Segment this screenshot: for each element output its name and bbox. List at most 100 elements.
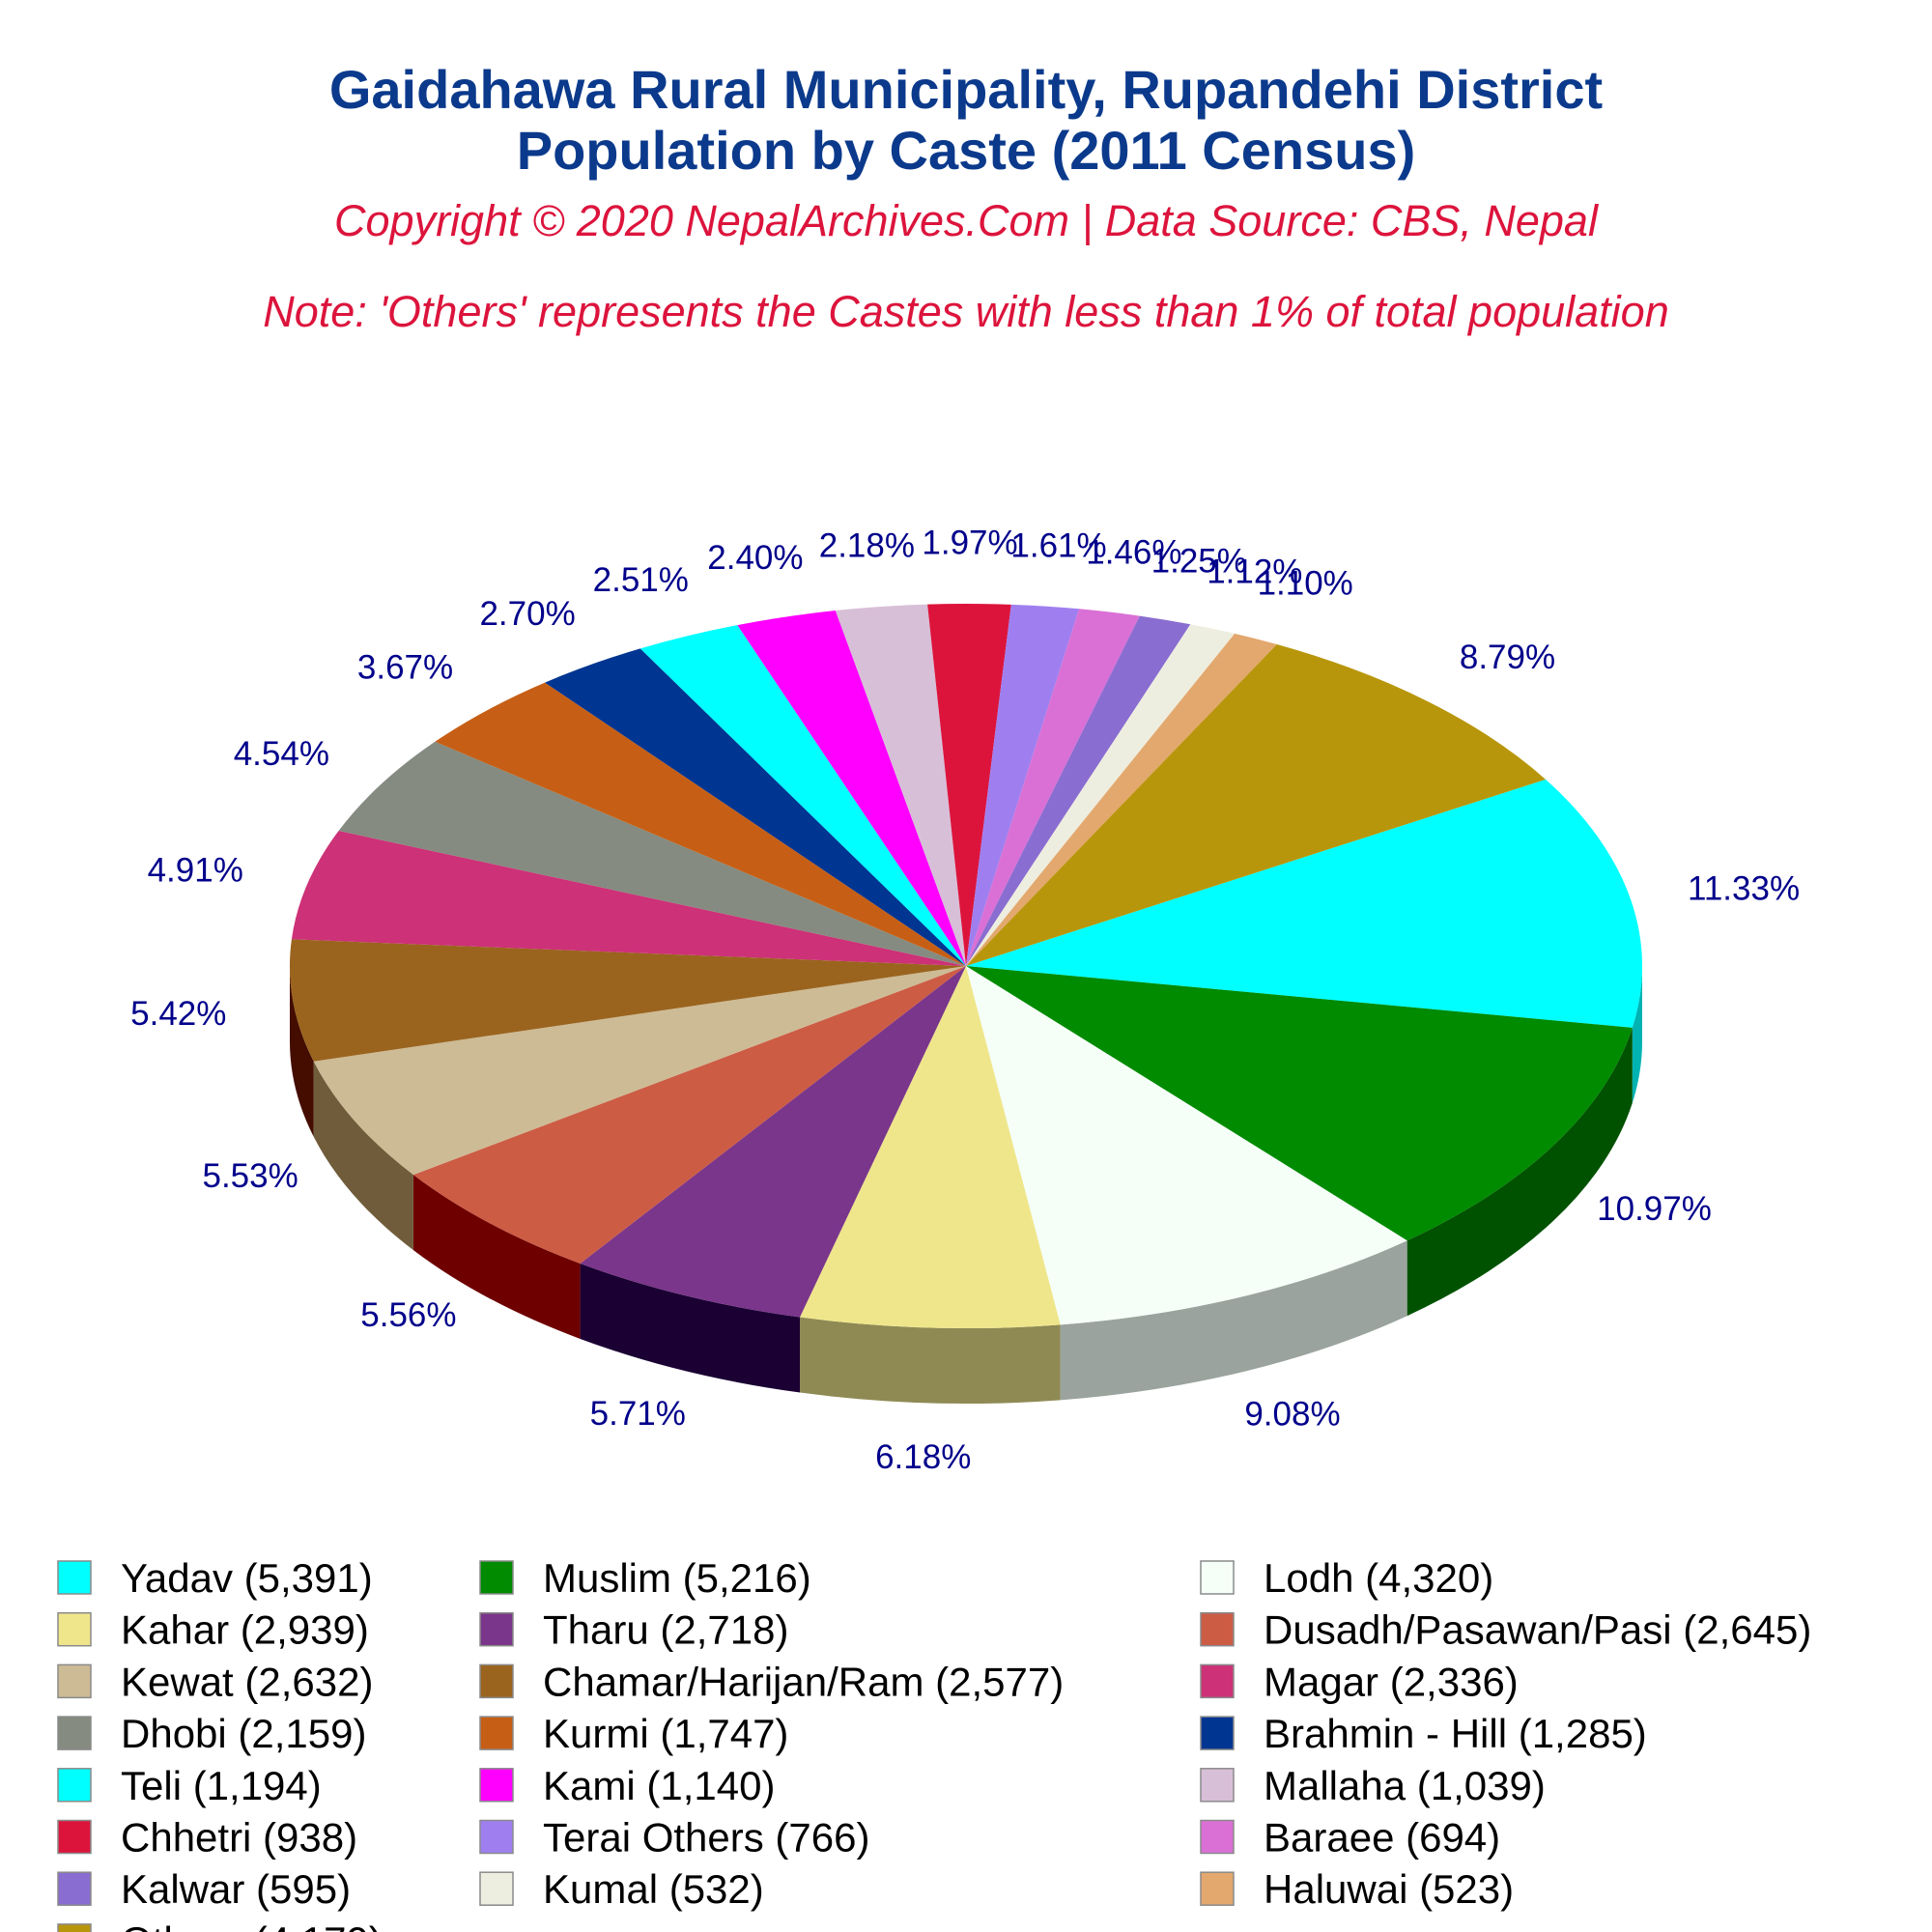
legend-swatch-terai-others: [479, 1819, 514, 1855]
pie-side-muslim: [1406, 1027, 1633, 1317]
pie-slice-brahmin-hill: [545, 648, 966, 966]
pie-slice-tharu: [580, 966, 966, 1318]
legend-label-terai-others: Terai Others (766): [543, 1815, 869, 1861]
pct-label-chhetri: 1.97%: [922, 524, 1017, 561]
legend-label-others: Others (4,179): [121, 1918, 383, 1932]
legend-label-brahmin-hill: Brahmin - Hill (1,285): [1264, 1711, 1647, 1756]
pie-slice-others: [966, 643, 1547, 966]
pie-slice-dhobi: [338, 741, 967, 966]
pie-slice-lodh: [966, 966, 1407, 1325]
pie-slice-haluwai: [966, 633, 1277, 966]
legend-swatch-haluwai: [1200, 1871, 1235, 1906]
legend-label-tharu: Tharu (2,718): [543, 1607, 788, 1653]
legend-swatch-kewat: [57, 1663, 92, 1699]
legend-swatch-kurmi: [479, 1716, 514, 1750]
pct-label-muslim: 10.97%: [1597, 1190, 1712, 1228]
pct-label-kahar: 6.18%: [875, 1438, 971, 1476]
pct-label-kumal: 1.12%: [1207, 554, 1302, 591]
legend-label-lodh: Lodh (4,320): [1264, 1555, 1493, 1601]
pct-label-lodh: 9.08%: [1244, 1396, 1340, 1434]
pie-slice-magar: [291, 831, 966, 966]
legend-swatch-tharu: [479, 1611, 514, 1647]
legend-swatch-yadav: [57, 1560, 92, 1595]
pct-label-terai-others: 1.61%: [1010, 526, 1106, 564]
legend-label-kami: Kami (1,140): [543, 1763, 775, 1808]
pie-slice-dusadh-pasawan-pasi: [412, 966, 966, 1264]
copyright-text: Copyright © 2020 NepalArchives.Com | Dat…: [334, 196, 1600, 245]
pct-label-kewat: 5.53%: [202, 1157, 298, 1195]
legend-label-teli: Teli (1,194): [121, 1763, 322, 1808]
legend-label-baraee: Baraee (694): [1264, 1815, 1500, 1861]
legend-label-kewat: Kewat (2,632): [121, 1659, 373, 1704]
pie-slice-muslim: [966, 966, 1633, 1241]
pct-label-kalwar: 1.25%: [1151, 543, 1247, 581]
pie-slice-teli: [639, 625, 966, 966]
pie-slice-baraee: [966, 609, 1140, 966]
pie-side-chamar-harijan-ram: [290, 966, 314, 1137]
pct-label-magar: 4.91%: [148, 852, 243, 890]
legend-label-chhetri: Chhetri (938): [121, 1815, 357, 1861]
legend: Yadav (5,391) Muslim (5,216) Lodh (4,320) K…: [57, 1555, 1811, 1932]
legend-swatch-chhetri: [57, 1819, 92, 1855]
legend-swatch-brahmin-hill: [1200, 1716, 1235, 1750]
legend-label-magar: Magar (2,336): [1264, 1659, 1519, 1704]
legend-swatch-kalwar: [57, 1871, 92, 1906]
pie-side-kewat: [313, 1061, 413, 1251]
pie-slice-kumal: [966, 624, 1236, 966]
legend-label-mallaha: Mallaha (1,039): [1264, 1763, 1546, 1808]
legend-swatch-kumal: [479, 1871, 514, 1906]
legend-swatch-muslim: [479, 1560, 514, 1595]
pie-slice-kurmi: [435, 682, 967, 966]
legend-label-muslim: Muslim (5,216): [543, 1555, 811, 1601]
legend-label-haluwai: Haluwai (523): [1264, 1866, 1514, 1912]
legend-swatch-magar: [1200, 1663, 1235, 1699]
pct-label-others: 8.79%: [1460, 639, 1555, 676]
pct-label-dusadh-pasawan-pasi: 5.56%: [360, 1296, 456, 1334]
legend-swatch-kahar: [57, 1611, 92, 1647]
legend-swatch-others: [57, 1923, 92, 1932]
pct-label-brahmin-hill: 2.70%: [479, 595, 575, 633]
legend-swatch-dhobi: [57, 1716, 92, 1750]
legend-swatch-chamar-harijan-ram: [479, 1663, 514, 1699]
pct-label-kami: 2.40%: [707, 539, 803, 577]
legend-label-kalwar: Kalwar (595): [121, 1866, 351, 1912]
pie-slice-yadav: [966, 779, 1642, 1028]
legend-label-yadav: Yadav (5,391): [121, 1555, 373, 1601]
pie-slice-kami: [737, 611, 966, 966]
pie-slice-kalwar: [966, 615, 1191, 966]
pct-label-dhobi: 4.54%: [234, 735, 329, 773]
legend-label-dusadh-pasawan-pasi: Dusadh/Pasawan/Pasi (2,645): [1264, 1607, 1811, 1653]
pct-label-haluwai: 1.10%: [1258, 565, 1353, 603]
pct-label-mallaha: 2.18%: [819, 527, 915, 565]
legend-label-chamar-harijan-ram: Chamar/Harijan/Ram (2,577): [543, 1659, 1064, 1704]
chart-title-line2: Population by Caste (2011 Census): [517, 120, 1415, 181]
pct-label-baraee: 1.46%: [1086, 533, 1181, 571]
pie-slices: [289, 604, 1642, 1329]
legend-label-kumal: Kumal (532): [543, 1866, 764, 1912]
pie-slice-terai-others: [966, 604, 1080, 966]
legend-label-kahar: Kahar (2,939): [121, 1607, 369, 1653]
legend-label-kurmi: Kurmi (1,747): [543, 1711, 788, 1756]
legend-swatch-baraee: [1200, 1819, 1235, 1855]
pct-label-teli: 2.51%: [593, 561, 689, 599]
pct-label-chamar-harijan-ram: 5.42%: [130, 995, 226, 1033]
legend-swatch-dusadh-pasawan-pasi: [1200, 1611, 1235, 1647]
legend-label-dhobi: Dhobi (2,159): [121, 1711, 366, 1756]
chart-title-line1: Gaidahawa Rural Municipality, Rupandehi …: [329, 59, 1603, 120]
pie-side-tharu: [580, 1263, 801, 1393]
pie-sides: [290, 966, 1642, 1405]
pie-percent-labels: 11.33% 10.97% 9.08% 6.18% 5.71% 5.56% 5.53% 5.4…: [130, 524, 1800, 1476]
pie-side-yadav: [1632, 966, 1642, 1103]
pie-side-dusadh-pasawan-pasi: [412, 1175, 581, 1339]
pct-label-yadav: 11.33%: [1688, 869, 1800, 907]
legend-swatch-teli: [57, 1768, 92, 1803]
pie-slice-chamar-harijan-ram: [289, 939, 966, 1062]
legend-swatch-kami: [479, 1768, 514, 1803]
pie-slice-kewat: [313, 966, 967, 1176]
pie-side-kahar: [800, 1317, 1061, 1405]
pct-label-kurmi: 3.67%: [357, 648, 453, 686]
pie-slice-chhetri: [927, 604, 1011, 966]
pie-slice-kahar: [800, 966, 1061, 1329]
pct-label-tharu: 5.71%: [590, 1395, 686, 1433]
